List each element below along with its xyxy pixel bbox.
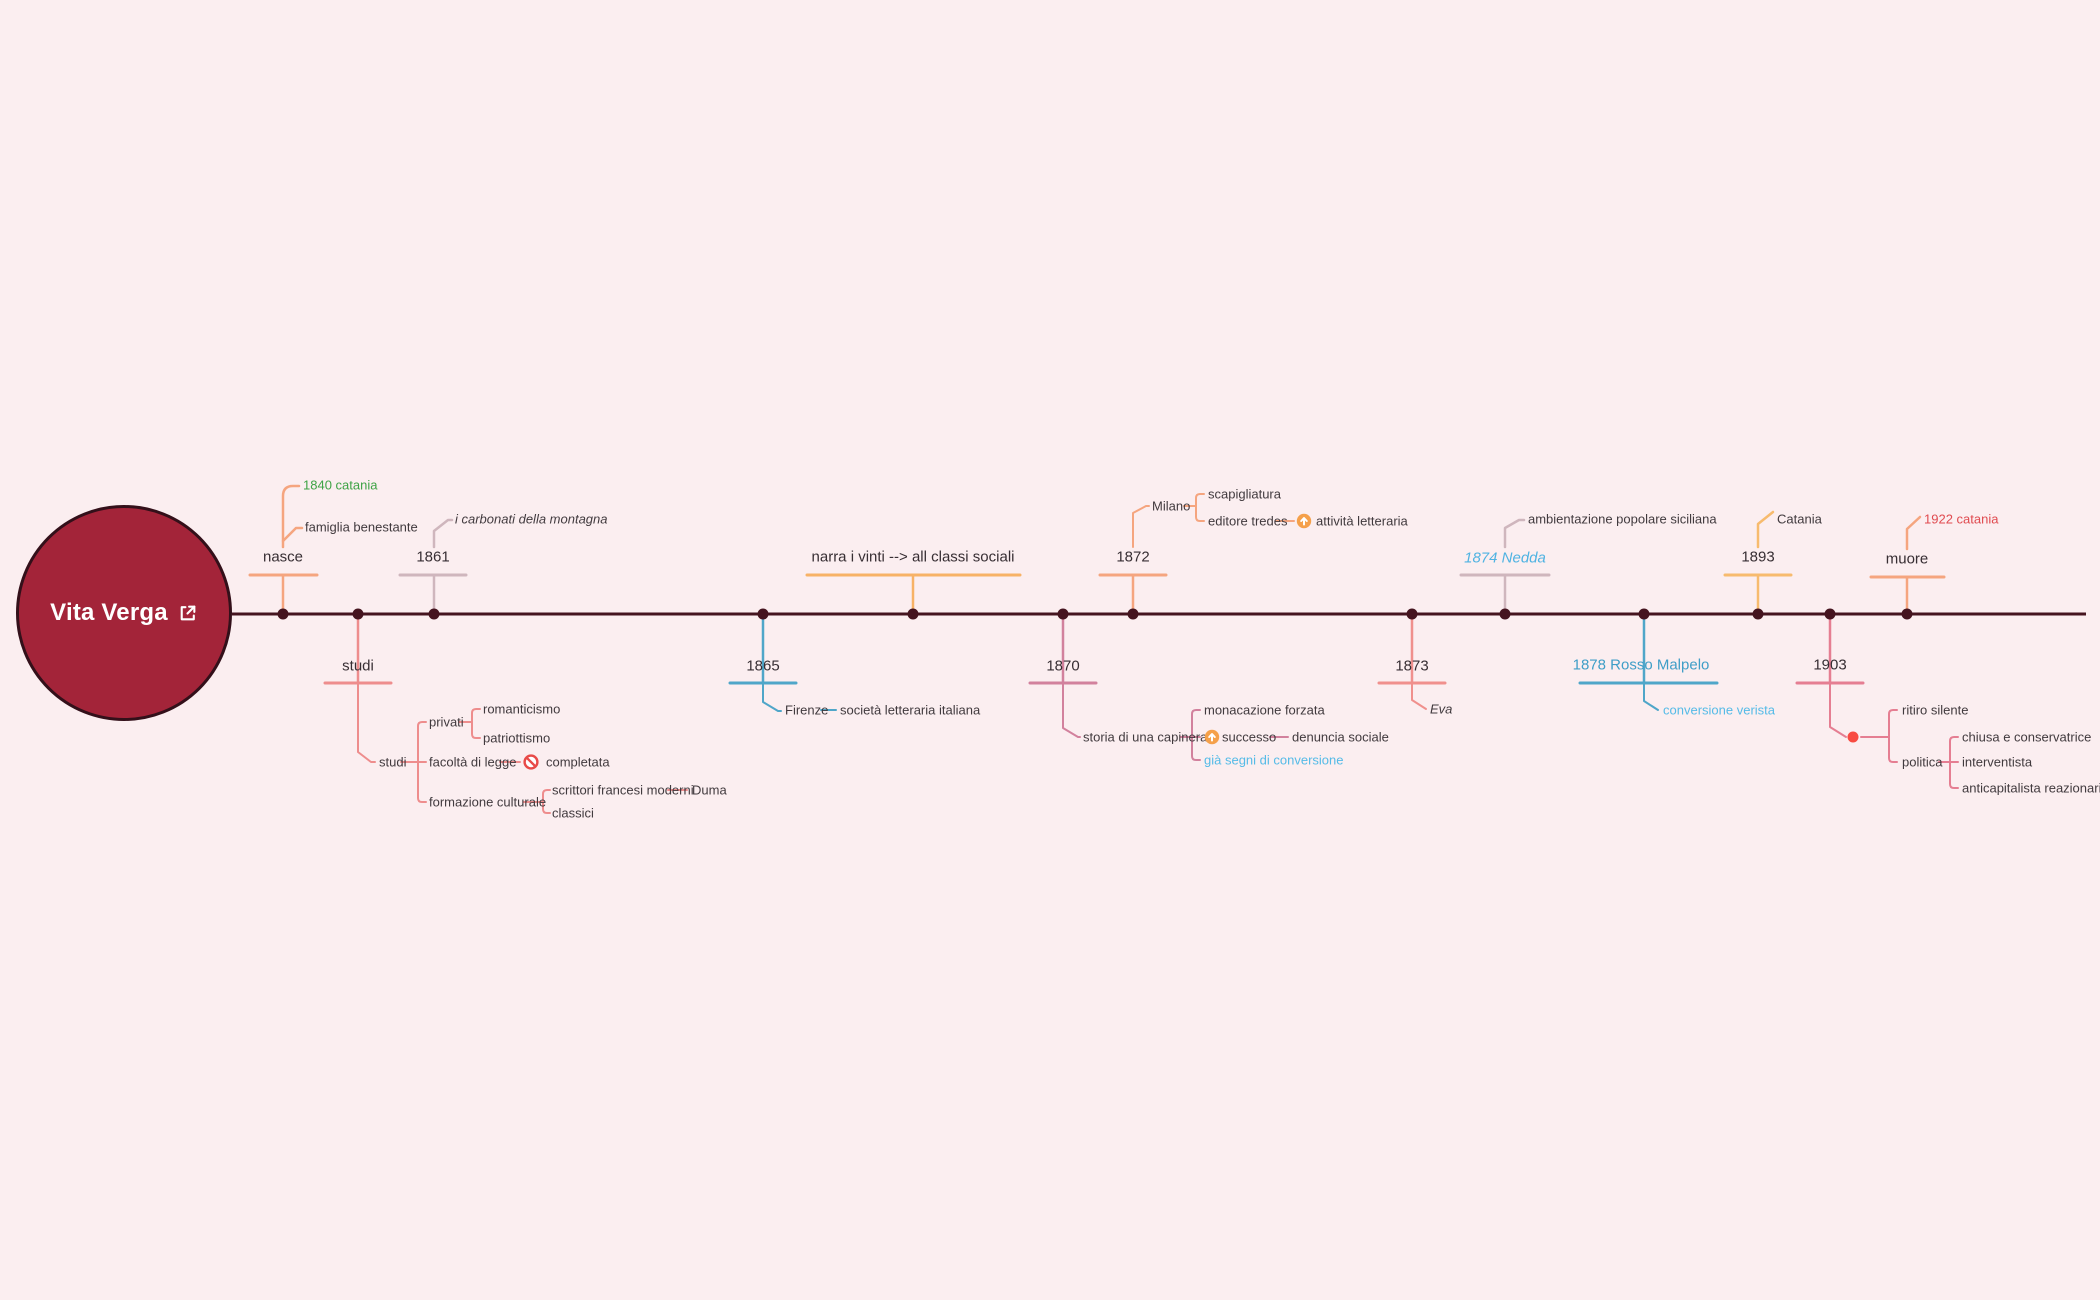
- branch-duma[interactable]: Duma: [692, 782, 727, 798]
- node-1870[interactable]: 1870: [1046, 657, 1080, 675]
- red-dot-node: [1847, 731, 1859, 743]
- node-1865[interactable]: 1865: [746, 657, 780, 675]
- branch-interventista[interactable]: interventista: [1962, 754, 2033, 770]
- branch-classici[interactable]: classici: [552, 805, 594, 821]
- branch-romanticismo[interactable]: romanticismo: [483, 701, 561, 717]
- branch-privati[interactable]: privati: [429, 714, 464, 730]
- branch-scapigliatura[interactable]: scapigliatura: [1208, 486, 1281, 502]
- branch-storia-capinera[interactable]: storia di una capinera: [1083, 729, 1208, 745]
- branch-ritiro-silente[interactable]: ritiro silente: [1902, 702, 1969, 718]
- external-link-icon[interactable]: [177, 603, 198, 624]
- branch-1840-catania[interactable]: 1840 catania: [303, 477, 378, 493]
- branch-narra: [805, 573, 1022, 616]
- branch-scrittori-francesi[interactable]: scrittori francesi moderni: [552, 782, 694, 798]
- branch-i-carbonati[interactable]: i carbonati della montagna: [455, 511, 608, 527]
- arrow-up-circle-icon: [1204, 729, 1220, 745]
- node-narra-i-vinti[interactable]: narra i vinti --> all classi sociali: [811, 548, 1015, 566]
- branch-attivita-letteraria[interactable]: attività letteraria: [1316, 513, 1408, 529]
- branch-chiusa-conservatrice[interactable]: chiusa e conservatrice: [1962, 729, 2092, 745]
- node-1873[interactable]: 1873: [1395, 657, 1429, 675]
- branch-societa-letteraria[interactable]: società letteraria italiana: [840, 702, 981, 718]
- node-1872[interactable]: 1872: [1116, 548, 1150, 566]
- branch-catania-1893[interactable]: Catania: [1777, 511, 1822, 527]
- branch-facolta-di-legge[interactable]: facoltà di legge: [429, 754, 517, 770]
- branch-conversione-verista[interactable]: conversione verista: [1663, 702, 1775, 718]
- ban-icon: [523, 754, 539, 770]
- branch-monacazione[interactable]: monacazione forzata: [1204, 702, 1325, 718]
- branch-milano[interactable]: Milano: [1152, 498, 1191, 514]
- branch-politica[interactable]: politica: [1902, 754, 1943, 770]
- root-node[interactable]: Vita Verga: [16, 505, 232, 721]
- node-muore[interactable]: muore: [1885, 550, 1929, 568]
- arrow-up-circle-icon: [1296, 513, 1312, 529]
- branch-ambientazione[interactable]: ambientazione popolare siciliana: [1528, 511, 1717, 527]
- node-1878-rosso-malpelo[interactable]: 1878 Rosso Malpelo: [1572, 656, 1710, 674]
- branch-denuncia-sociale[interactable]: denuncia sociale: [1292, 729, 1389, 745]
- node-nasce[interactable]: nasce: [262, 548, 304, 566]
- branch-editore-tredes[interactable]: editore tredes: [1208, 513, 1288, 529]
- node-1903[interactable]: 1903: [1813, 656, 1847, 674]
- branch-studi-child[interactable]: studi: [379, 754, 407, 770]
- node-1893[interactable]: 1893: [1741, 548, 1775, 566]
- branch-completata[interactable]: completata: [546, 754, 610, 770]
- root-label: Vita Verga: [50, 599, 168, 626]
- node-1861[interactable]: 1861: [416, 548, 450, 566]
- branch-anticapitalista[interactable]: anticapitalista reazionario: [1962, 780, 2100, 796]
- node-1874-nedda[interactable]: 1874 Nedda: [1464, 549, 1546, 567]
- branch-eva[interactable]: Eva: [1430, 701, 1453, 717]
- branch-successo[interactable]: successo: [1222, 729, 1277, 745]
- branch-nedda: [1459, 518, 1551, 616]
- node-studi[interactable]: studi: [342, 657, 374, 675]
- branch-firenze[interactable]: Firenze: [785, 702, 829, 718]
- branch-formazione-culturale[interactable]: formazione culturale: [429, 794, 547, 810]
- branch-patriottismo[interactable]: patriottismo: [483, 730, 551, 746]
- timeline-dots: [277, 608, 1913, 620]
- branch-1922-catania[interactable]: 1922 catania: [1924, 511, 1999, 527]
- branch-gia-segni-conversione[interactable]: già segni di conversione: [1204, 752, 1344, 768]
- branch-famiglia-benestante[interactable]: famiglia benestante: [305, 519, 418, 535]
